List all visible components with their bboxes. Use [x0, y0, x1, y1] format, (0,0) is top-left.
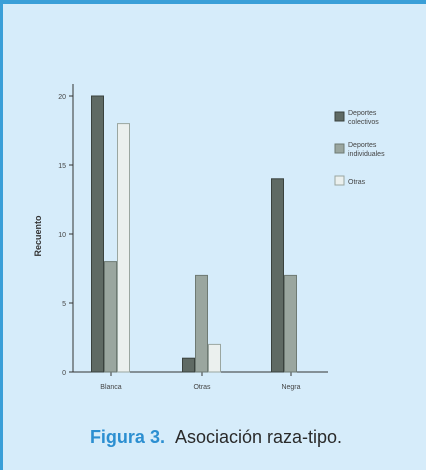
- bar-deportes-individuales-negra: [284, 274, 297, 373]
- x-tick-label: Otras: [193, 384, 211, 391]
- y-tick-label: 15: [58, 163, 66, 170]
- y-tick-label: 10: [58, 232, 66, 239]
- y-tick-label: 20: [58, 94, 66, 101]
- x-tick-label: Blanca: [100, 384, 122, 391]
- y-tick-label: 5: [62, 301, 66, 308]
- figure-caption: Figura 3. Asociación raza-tipo.: [3, 427, 426, 448]
- bar-chart: 0 5 10 15 20 Recuento Blanca Otras Negra Deportes…: [33, 84, 385, 391]
- bar-deportes-individuales-otras: [195, 274, 208, 373]
- top-accent-stripe: [3, 0, 426, 4]
- bar-otras-otras: [208, 343, 221, 373]
- legend-swatch-deportes-individuales: [334, 143, 345, 154]
- bar-deportes-colectivos-otras: [182, 357, 195, 373]
- legend-label: Deportes colectivos: [348, 110, 379, 126]
- bar-otras-blanca: [117, 123, 130, 373]
- bar-deportes-colectivos-negra: [271, 178, 284, 373]
- legend-swatch-otras: [334, 175, 345, 186]
- bar-deportes-colectivos-blanca: [91, 95, 104, 373]
- legend-label: Deportes individuales: [348, 142, 385, 158]
- x-tick-label: Negra: [281, 384, 300, 391]
- legend-label: Otras: [348, 179, 366, 186]
- caption-label: Figura 3.: [89, 427, 165, 447]
- y-tick-label: 0: [62, 370, 66, 377]
- bar-deportes-individuales-blanca: [104, 261, 117, 373]
- caption-text: Asociación raza-tipo.: [174, 427, 343, 447]
- legend-swatch-deportes-colectivos: [334, 111, 345, 122]
- y-axis-title: Recuento: [33, 215, 43, 257]
